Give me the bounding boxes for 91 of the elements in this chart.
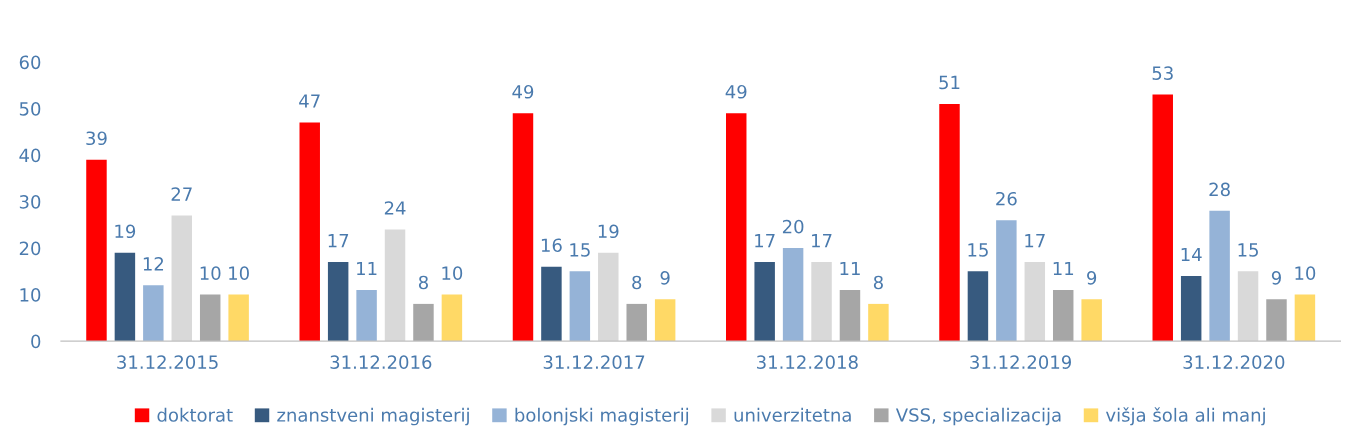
x-tick-label: 31.12.2015 [117, 355, 218, 369]
bar [598, 252, 619, 342]
x-tick-label: 31.12.2018 [757, 355, 858, 369]
data-label: 10 [1295, 266, 1316, 280]
bar [441, 294, 463, 342]
data-label: 14 [1181, 247, 1202, 262]
y-tick-label: 20 [19, 241, 41, 256]
data-label: 39 [86, 131, 107, 146]
legend-label: znanstveni magisterij [277, 407, 469, 426]
bar [626, 303, 647, 342]
bar [996, 220, 1017, 342]
bar [782, 248, 804, 342]
bar [413, 303, 434, 342]
data-label: 49 [512, 84, 534, 99]
data-label: 15 [968, 243, 988, 257]
bar [1052, 289, 1074, 342]
bar [512, 113, 534, 342]
data-label: 8 [873, 275, 883, 290]
y-tick-label: 0 [31, 334, 41, 349]
bar [967, 271, 989, 342]
x-tick-label: 31.12.2019 [970, 355, 1071, 369]
bar [1152, 94, 1173, 342]
y-tick-label: 10 [20, 288, 41, 302]
data-label: 11 [840, 261, 860, 276]
y-tick-label: 40 [19, 148, 41, 163]
data-label: 11 [357, 261, 377, 276]
legend-label: VSS, specializacija [895, 407, 1061, 426]
bar [1081, 299, 1102, 342]
data-label: 19 [598, 224, 619, 239]
data-label: 15 [1238, 243, 1258, 257]
data-label: 17 [755, 234, 775, 248]
data-label: 12 [143, 257, 164, 271]
data-label: 10 [442, 266, 463, 280]
bar [114, 252, 136, 342]
bar [541, 266, 562, 342]
data-label: 20 [782, 219, 804, 234]
data-label: 28 [1209, 182, 1230, 197]
bar [143, 285, 164, 342]
y-tick-label: 30 [19, 195, 41, 209]
bar [1237, 271, 1259, 342]
bar [199, 294, 221, 342]
data-label: 17 [1025, 234, 1045, 248]
bar [754, 262, 775, 342]
bar [726, 113, 747, 342]
bar [356, 289, 377, 342]
bar [569, 271, 591, 342]
bar [86, 159, 107, 342]
y-tick-label: 50 [19, 101, 41, 116]
data-label: 15 [570, 243, 590, 257]
bar [1209, 210, 1230, 342]
bar [1294, 294, 1316, 342]
data-label: 10 [229, 266, 249, 280]
data-label: 26 [996, 191, 1017, 206]
legend-label: doktorat [157, 407, 233, 422]
bar [939, 103, 960, 342]
data-label: 9 [1271, 270, 1281, 285]
bar [1266, 299, 1287, 342]
bar [299, 122, 320, 342]
data-label: 49 [725, 84, 747, 99]
data-label: 10 [200, 266, 221, 280]
bar [839, 289, 861, 342]
bar [171, 215, 193, 342]
x-tick-label: 31.12.2016 [330, 355, 432, 369]
data-label: 16 [541, 238, 562, 253]
data-label: 24 [384, 201, 406, 215]
data-label: 47 [299, 94, 320, 108]
x-tick-label: 31.12.2017 [543, 355, 645, 369]
bar [327, 262, 349, 342]
data-label: 11 [1053, 261, 1074, 276]
data-label: 17 [812, 234, 832, 248]
data-label: 51 [939, 75, 960, 90]
legend-label: bolonjski magisterij [515, 407, 689, 426]
bar [1180, 275, 1202, 342]
legend-label: višja šola ali manj [1105, 407, 1265, 426]
data-label: 17 [328, 234, 349, 248]
bar [228, 294, 249, 342]
bar [811, 262, 832, 342]
x-tick-label: 31.12.2020 [1183, 355, 1285, 369]
legend-label: univerzitetna [734, 407, 851, 422]
data-label: 19 [115, 224, 136, 239]
data-label: 27 [171, 187, 192, 201]
bar [654, 299, 676, 342]
data-label: 9 [660, 270, 670, 285]
data-label: 53 [1152, 66, 1173, 80]
y-tick-label: 60 [19, 55, 41, 70]
bar [868, 303, 889, 342]
data-label: 8 [632, 275, 642, 290]
bar [1024, 262, 1046, 342]
data-label: 8 [418, 275, 428, 290]
bar [384, 229, 406, 342]
data-label: 9 [1087, 270, 1097, 285]
